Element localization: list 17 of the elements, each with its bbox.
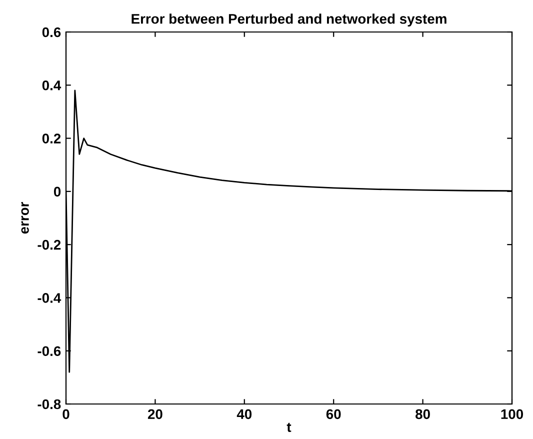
x-tick-label: 0 [62, 409, 70, 420]
y-tick-label: -0.4 [38, 293, 62, 303]
chart-title: Error between Perturbed and networked system [132, 14, 446, 27]
y-tick-label: 0.6 [42, 27, 61, 38]
x-axis-title: t [286, 422, 292, 432]
y-tick-label: 0.4 [42, 80, 62, 90]
y-tick-label: 0 [54, 186, 61, 197]
x-tick-label: 100 [501, 409, 524, 420]
y-tick-label: -0.2 [38, 240, 61, 250]
y-tick-label: -0.6 [38, 346, 61, 356]
y-axis-title: error [21, 202, 29, 234]
x-tick-label: 80 [416, 409, 430, 420]
y-tick-label: 0.2 [42, 134, 61, 144]
x-tick-label: 60 [326, 409, 341, 420]
y-tick-label: -0.8 [38, 399, 61, 410]
x-tick-label: 20 [148, 409, 162, 420]
x-tick-label: 40 [236, 409, 252, 420]
